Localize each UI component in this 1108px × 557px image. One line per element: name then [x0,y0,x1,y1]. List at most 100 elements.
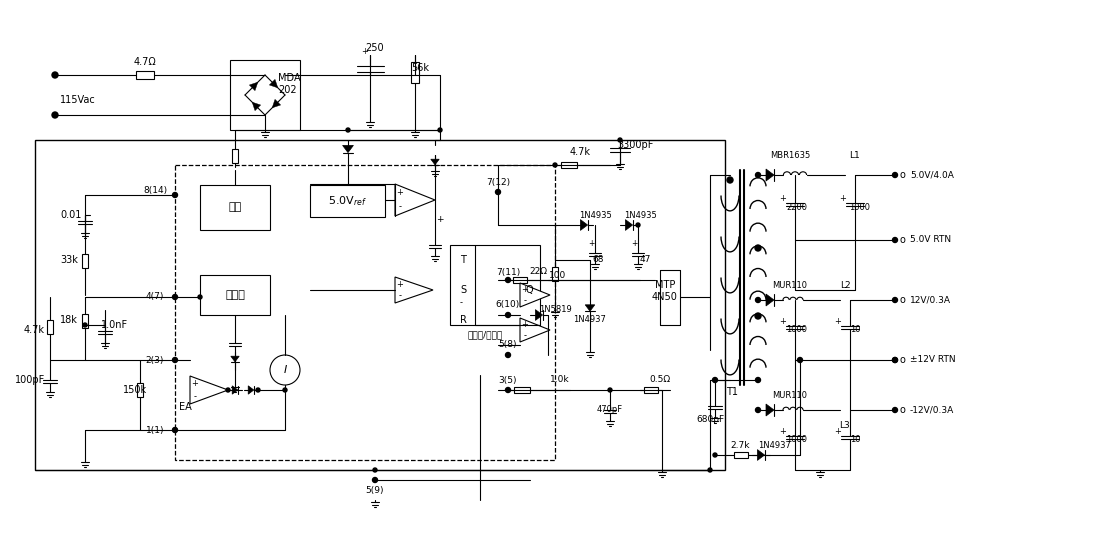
Circle shape [505,388,511,393]
Text: 12V/0.3A: 12V/0.3A [910,296,951,305]
Text: +: + [397,280,403,289]
Text: ±12V RTN: ±12V RTN [910,355,955,364]
Text: 4N50: 4N50 [653,292,678,302]
Polygon shape [394,277,433,303]
Polygon shape [248,386,254,394]
Text: -: - [399,203,401,212]
Circle shape [52,72,58,78]
Circle shape [438,128,442,132]
Text: 250: 250 [366,43,384,53]
Circle shape [173,358,177,363]
Bar [201,185,270,230]
Text: 100pF: 100pF [14,375,45,385]
Circle shape [608,388,612,392]
Text: +: + [779,317,787,326]
Text: +: + [522,285,529,294]
Text: 115Vac: 115Vac [60,95,95,105]
Text: 比较器/锁存器: 比较器/锁存器 [468,330,503,340]
Circle shape [893,408,897,413]
Text: 振荡器: 振荡器 [225,290,245,300]
Text: 4.7Ω: 4.7Ω [134,57,156,67]
Text: +: + [834,317,841,326]
Text: L1: L1 [850,150,861,159]
Text: 1000: 1000 [850,203,871,213]
Text: 4.7k: 4.7k [24,325,45,335]
Circle shape [505,312,511,317]
Text: I: I [284,365,287,375]
Polygon shape [394,184,435,216]
Circle shape [756,408,760,413]
Polygon shape [233,386,238,394]
Text: 8(14): 8(14) [143,185,167,194]
Circle shape [553,163,557,167]
Bar [552,267,558,281]
Text: 7(12): 7(12) [486,178,510,187]
Bar [233,149,237,163]
Text: MUR110: MUR110 [772,281,808,290]
Circle shape [173,428,177,432]
Circle shape [173,428,177,432]
Text: 10: 10 [850,325,860,335]
Text: 470pF: 470pF [597,405,623,414]
Text: 6(10): 6(10) [496,300,520,310]
Bar [82,314,88,328]
Circle shape [893,173,897,178]
Circle shape [173,295,177,300]
Polygon shape [758,449,765,461]
Bar [561,162,577,168]
Text: +: + [361,47,369,56]
Text: 5(8): 5(8) [499,340,517,349]
Text: 1N4935: 1N4935 [578,211,612,219]
Circle shape [618,138,622,142]
Circle shape [714,453,717,457]
Text: 680pF: 680pF [696,416,724,424]
Text: 202: 202 [278,85,297,95]
Text: -: - [460,299,463,307]
Text: 2200: 2200 [787,203,808,213]
Text: 4.7k: 4.7k [570,147,591,157]
Bar [230,60,300,130]
Polygon shape [342,145,353,153]
Text: T1: T1 [726,387,738,397]
Text: 1N4935: 1N4935 [624,211,656,219]
Text: 56k: 56k [411,63,429,73]
Polygon shape [189,376,228,404]
Text: 1N4937: 1N4937 [574,315,606,325]
Circle shape [893,237,897,242]
Text: o: o [900,295,906,305]
Text: 18k: 18k [60,315,78,325]
Text: MUR110: MUR110 [772,390,808,399]
Text: +: + [522,320,529,329]
Bar [310,185,384,217]
Bar [735,452,748,458]
Circle shape [505,277,511,282]
Bar [35,140,725,470]
Text: 1.0nF: 1.0nF [102,320,129,330]
Circle shape [893,297,897,302]
Text: 4(7): 4(7) [146,292,164,301]
Text: o: o [900,405,906,415]
Bar [645,387,658,393]
Text: 0.5Ω: 0.5Ω [649,375,670,384]
Text: 1(1): 1(1) [146,426,164,434]
Circle shape [505,353,511,358]
Text: o: o [900,235,906,245]
Text: 1N4937: 1N4937 [759,441,791,449]
Bar [514,387,531,393]
Text: -12V/0.3A: -12V/0.3A [910,405,954,414]
Text: -: - [523,331,526,340]
Polygon shape [581,219,587,231]
Circle shape [893,358,897,363]
Bar [137,383,143,397]
Polygon shape [625,219,633,231]
Bar [201,275,270,315]
Circle shape [270,355,300,385]
Circle shape [198,295,202,299]
Polygon shape [273,99,280,108]
Text: -: - [194,392,196,400]
Text: MDA: MDA [278,73,300,83]
Polygon shape [585,305,595,311]
Circle shape [756,378,760,383]
Circle shape [283,388,287,392]
Text: L3: L3 [840,421,850,429]
